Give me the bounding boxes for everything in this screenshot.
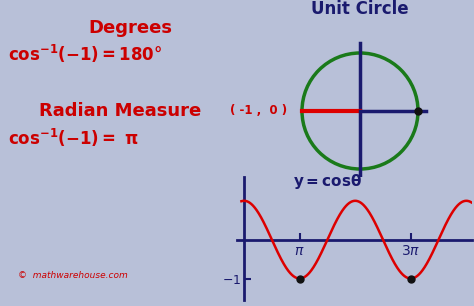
Text: $\mathbf{y = cos\theta}$: $\mathbf{y = cos\theta}$ (293, 172, 362, 191)
Text: Unit Circle: Unit Circle (311, 0, 409, 18)
Text: ( -1 ,  0 ): ( -1 , 0 ) (230, 105, 287, 118)
Text: Radian Measure: Radian Measure (39, 102, 201, 120)
Text: Degrees: Degrees (88, 19, 172, 37)
Text: ©  mathwarehouse.com: © mathwarehouse.com (18, 271, 128, 281)
Text: $\mathbf{cos^{-1}( -1) = \ }$$\mathbf{\pi}$: $\mathbf{cos^{-1}( -1) = \ }$$\mathbf{\p… (8, 127, 138, 149)
Text: $\mathbf{cos^{-1}( -1) = 180°}$: $\mathbf{cos^{-1}( -1) = 180°}$ (8, 43, 163, 65)
